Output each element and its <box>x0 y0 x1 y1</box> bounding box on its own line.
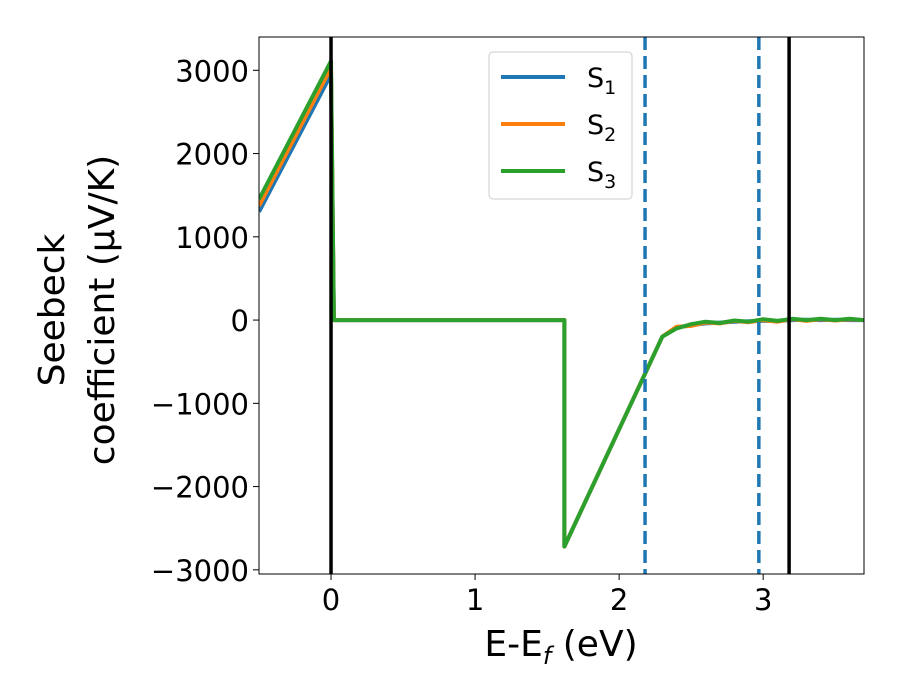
y-tick-label: −3000 <box>151 554 249 588</box>
y-tick-label: 1000 <box>175 221 249 255</box>
y-axis-title-line1: Seebeck <box>32 233 73 386</box>
x-tick-label: 1 <box>466 583 484 617</box>
y-tick-label: −2000 <box>151 471 249 505</box>
x-axis-title-unit: (eV) <box>551 624 637 665</box>
series-line-3 <box>259 59 864 549</box>
y-axis-title-line2: coefficient (μV/K) <box>82 155 123 465</box>
plot-lines <box>259 59 864 549</box>
y-tick-label: 2000 <box>175 138 249 172</box>
legend-label-1: S1 <box>587 63 616 99</box>
y-tick-label: 3000 <box>175 54 249 88</box>
x-axis-title: E-Ef (eV) <box>484 624 637 670</box>
legend-label-2: S2 <box>587 110 616 146</box>
reference-lines <box>329 37 791 574</box>
y-tick-label: 0 <box>231 304 249 338</box>
legend-label-3: S3 <box>587 157 616 193</box>
legend: S1 S2 S3 <box>488 51 633 200</box>
x-axis-title-main: E-E <box>484 624 542 665</box>
plot-frame <box>258 36 865 575</box>
x-tick-label: 2 <box>610 583 628 617</box>
axis-ticks: 0 1 2 3 3000 2000 1000 0 −1000 −2000 −3000 <box>151 54 773 617</box>
x-tick-label: 3 <box>754 583 772 617</box>
y-axis-title: Seebeck coefficient (μV/K) <box>32 155 123 465</box>
y-tick-label: −1000 <box>151 387 249 421</box>
x-tick-label: 0 <box>322 583 340 617</box>
